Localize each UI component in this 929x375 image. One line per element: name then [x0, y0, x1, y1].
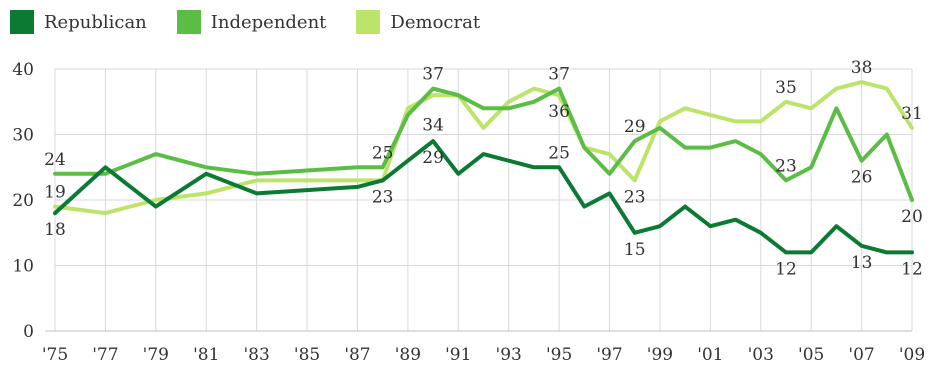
- data-label: 37: [548, 65, 570, 85]
- legend-label-democrat: Democrat: [390, 11, 481, 33]
- data-label: 29: [422, 148, 444, 168]
- legend-swatch-independent: [176, 10, 201, 34]
- x-tick-label: '89: [395, 345, 421, 365]
- data-label: 29: [624, 117, 646, 137]
- x-tick-label: '81: [193, 345, 219, 365]
- x-tick-label: '93: [496, 345, 522, 365]
- x-tick-label: '91: [445, 345, 471, 365]
- x-tick-label: '07: [848, 345, 874, 365]
- legend-item-democrat: Democrat: [356, 10, 480, 34]
- x-tick-label: '01: [697, 345, 723, 365]
- y-tick-label: 40: [12, 60, 34, 80]
- legend-item-independent: Independent: [176, 10, 327, 34]
- data-label: 23: [775, 156, 797, 176]
- series-line-republican: [53, 139, 914, 255]
- x-tick-label: '99: [647, 345, 673, 365]
- x-tick-label: '97: [596, 345, 622, 365]
- data-label: 36: [548, 102, 570, 122]
- data-label: 24: [44, 150, 66, 170]
- data-label: 18: [44, 220, 66, 240]
- x-tick-label: '87: [344, 345, 370, 365]
- x-tick-label: '75: [42, 345, 68, 365]
- data-label: 31: [901, 104, 923, 124]
- y-tick-label: 30: [12, 126, 34, 146]
- data-label: 23: [624, 187, 646, 207]
- data-label: 35: [775, 78, 797, 98]
- x-tick-label: '79: [143, 345, 169, 365]
- data-label: 19: [44, 183, 66, 203]
- data-label: 34: [422, 115, 444, 135]
- data-label: 13: [851, 253, 873, 273]
- data-label: 15: [624, 240, 646, 260]
- legend-label-republican: Republican: [44, 11, 147, 33]
- data-label: 23: [372, 187, 394, 207]
- x-tick-label: '09: [899, 345, 925, 365]
- data-label: 38: [851, 58, 873, 78]
- data-label: 12: [775, 259, 797, 279]
- data-label: 25: [548, 143, 570, 163]
- legend-swatch-republican: [10, 10, 34, 34]
- data-label: 20: [901, 207, 923, 227]
- x-tick-label: '03: [748, 345, 774, 365]
- legend-label-independent: Independent: [210, 11, 327, 33]
- legend-swatch-democrat: [356, 10, 381, 34]
- legend: Republican Independent Democrat: [10, 6, 480, 38]
- x-tick-label: '77: [92, 345, 118, 365]
- x-tick-label: '95: [546, 345, 572, 365]
- y-tick-label: 20: [12, 191, 34, 211]
- data-label: 25: [372, 143, 394, 163]
- series-line-independent: [53, 86, 914, 202]
- series-line-democrat: [53, 80, 914, 216]
- data-label: 12: [901, 259, 923, 279]
- data-label: 26: [851, 168, 873, 188]
- y-tick-label: 0: [23, 322, 34, 342]
- y-tick-label: 10: [12, 257, 34, 277]
- x-tick-label: '85: [294, 345, 320, 365]
- data-label: 37: [422, 65, 444, 85]
- x-tick-label: '05: [798, 345, 824, 365]
- legend-item-republican: Republican: [10, 10, 147, 34]
- x-tick-label: '83: [243, 345, 269, 365]
